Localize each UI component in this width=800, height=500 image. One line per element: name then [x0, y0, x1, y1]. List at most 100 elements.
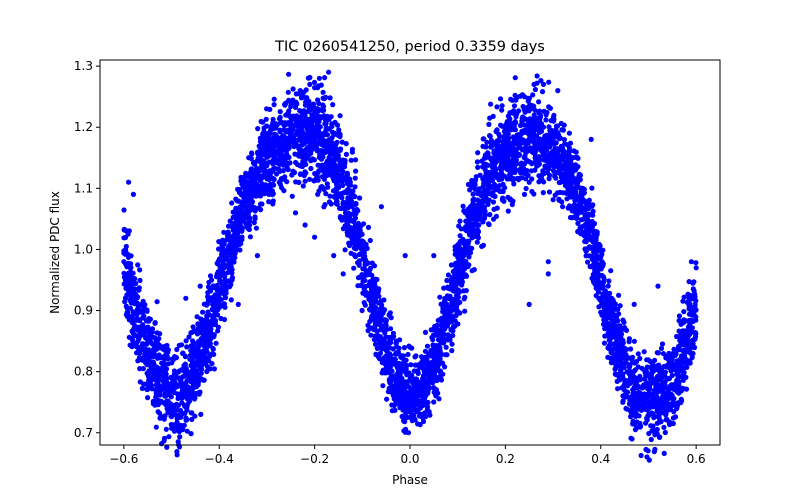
- data-point: [271, 96, 277, 102]
- data-point: [457, 218, 463, 224]
- data-point: [488, 137, 495, 144]
- data-point: [223, 250, 229, 257]
- data-point: [365, 224, 372, 230]
- data-point: [448, 283, 455, 289]
- data-point: [161, 416, 167, 422]
- data-point: [195, 321, 201, 327]
- data-point: [507, 116, 513, 122]
- data-point: [279, 185, 285, 191]
- data-point: [583, 253, 589, 259]
- data-point: [175, 402, 181, 408]
- data-point: [396, 374, 402, 380]
- data-point: [270, 201, 276, 207]
- data-point: [415, 370, 421, 376]
- data-point: [145, 362, 151, 368]
- data-point: [593, 237, 599, 243]
- data-point: [457, 247, 463, 253]
- data-point: [204, 349, 210, 355]
- data-point: [177, 434, 183, 440]
- data-point: [372, 296, 378, 302]
- data-point: [286, 154, 292, 160]
- data-point: [637, 424, 643, 430]
- data-point: [300, 183, 306, 189]
- data-point: [371, 263, 378, 269]
- data-point: [427, 412, 433, 418]
- data-point: [643, 373, 649, 379]
- data-point: [145, 395, 151, 401]
- data-point: [605, 283, 611, 289]
- data-point: [212, 309, 218, 315]
- data-point: [337, 113, 343, 119]
- data-point: [442, 364, 448, 370]
- data-point: [637, 394, 644, 400]
- data-point: [653, 376, 660, 382]
- data-point: [210, 301, 216, 308]
- data-point: [693, 314, 699, 320]
- data-point: [133, 280, 139, 287]
- data-point: [562, 170, 569, 176]
- data-point: [620, 337, 626, 343]
- data-point: [608, 268, 614, 274]
- data-point: [153, 424, 159, 430]
- data-point: [457, 279, 463, 285]
- data-point: [342, 206, 348, 212]
- data-point: [541, 108, 547, 114]
- data-point: [559, 127, 565, 133]
- data-point: [302, 169, 308, 175]
- data-point: [449, 341, 455, 347]
- data-point: [184, 407, 190, 413]
- data-point: [281, 122, 287, 128]
- data-point: [230, 209, 236, 215]
- data-point: [544, 170, 551, 176]
- data-point: [156, 398, 162, 404]
- data-point: [566, 130, 573, 136]
- data-point: [510, 176, 516, 182]
- data-point: [476, 222, 482, 228]
- data-point: [373, 351, 379, 357]
- data-point: [251, 160, 257, 166]
- data-point: [647, 385, 653, 391]
- data-point: [364, 291, 370, 298]
- data-point: [617, 303, 623, 309]
- data-point: [475, 150, 481, 156]
- data-point: [576, 203, 583, 209]
- data-point: [217, 304, 223, 310]
- data-point: [155, 409, 161, 415]
- data-point: [154, 330, 160, 336]
- data-point: [256, 152, 262, 158]
- data-point: [281, 127, 287, 133]
- data-point: [225, 229, 231, 235]
- data-point: [622, 394, 629, 400]
- plot-area: [99, 59, 721, 463]
- data-point: [636, 375, 642, 381]
- data-point: [222, 304, 228, 310]
- data-point: [274, 171, 280, 177]
- data-point: [133, 317, 139, 323]
- data-point: [223, 278, 229, 284]
- data-point: [321, 176, 327, 182]
- data-point: [553, 127, 559, 133]
- data-point: [365, 272, 371, 278]
- data-point: [615, 386, 621, 392]
- data-point: [300, 93, 306, 100]
- data-point: [201, 377, 207, 383]
- data-point: [532, 86, 539, 93]
- data-point: [326, 69, 332, 75]
- data-point: [326, 116, 332, 122]
- data-point: [414, 408, 420, 415]
- data-point: [651, 387, 658, 393]
- data-point: [671, 346, 677, 352]
- data-point: [367, 237, 373, 244]
- data-point: [188, 431, 194, 437]
- data-point: [164, 444, 170, 450]
- data-point: [137, 277, 143, 283]
- data-point: [405, 430, 412, 436]
- data-point: [488, 101, 494, 107]
- data-point: [333, 162, 339, 169]
- data-point: [488, 156, 494, 162]
- data-point: [121, 207, 127, 213]
- data-point: [167, 381, 173, 387]
- data-point: [472, 205, 478, 211]
- data-point: [626, 336, 633, 342]
- data-point: [546, 79, 552, 85]
